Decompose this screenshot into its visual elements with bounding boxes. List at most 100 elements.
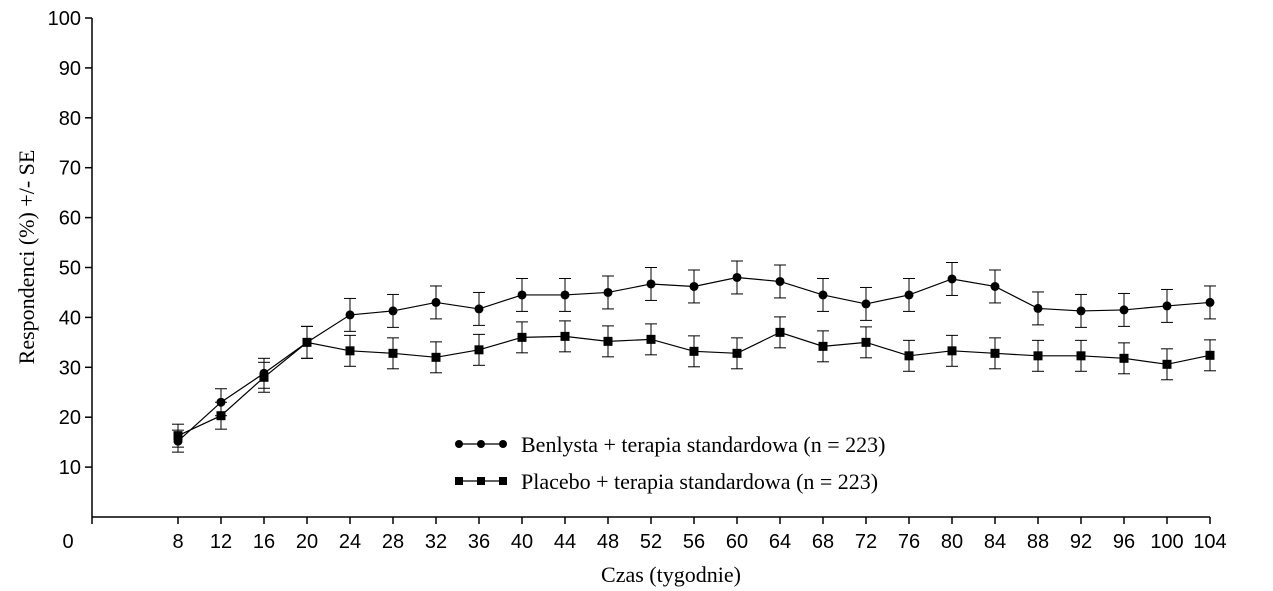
x-tick-label: 96 — [1113, 531, 1135, 553]
legend-marker — [477, 477, 485, 485]
data-point — [818, 341, 828, 351]
x-tick-label: 76 — [898, 531, 920, 553]
legend-label-placebo: Placebo + terapia standardowa (n = 223) — [521, 469, 878, 494]
legend-item-benlysta: Benlysta + terapia standardowa (n = 223) — [455, 432, 885, 457]
data-point — [216, 411, 226, 421]
legend-marker — [455, 440, 463, 448]
x-tick-label: 56 — [683, 531, 705, 553]
x-tick-label: 44 — [554, 531, 576, 553]
data-point — [1205, 350, 1215, 360]
data-point — [517, 290, 527, 300]
data-point — [1033, 351, 1043, 361]
x-tick-label: 72 — [855, 531, 877, 553]
x-tick-label: 92 — [1070, 531, 1092, 553]
data-point — [732, 272, 742, 282]
x-tick-label: 32 — [425, 531, 447, 553]
y-tick-label: 90 — [59, 58, 81, 80]
legend-marker — [455, 477, 463, 485]
x-tick-label: 20 — [296, 531, 318, 553]
y-tick-label: 100 — [48, 8, 81, 30]
data-point — [603, 287, 613, 297]
data-point — [1205, 297, 1215, 307]
x-axis-title: Czas (tygodnie) — [601, 562, 741, 587]
data-point — [1076, 351, 1086, 361]
x-tick-label: 36 — [468, 531, 490, 553]
data-point — [1076, 306, 1086, 316]
data-point — [345, 346, 355, 356]
data-point — [388, 306, 398, 316]
y-tick-label: 20 — [59, 407, 81, 429]
data-point — [689, 281, 699, 291]
x-tick-label: 88 — [1027, 531, 1049, 553]
data-point — [345, 310, 355, 320]
data-point — [1033, 303, 1043, 313]
data-point — [560, 290, 570, 300]
data-point — [1119, 305, 1129, 315]
data-point — [388, 348, 398, 358]
y-tick-label: 40 — [59, 307, 81, 329]
data-point — [517, 332, 527, 342]
legend-label-benlysta: Benlysta + terapia standardowa (n = 223) — [521, 432, 885, 457]
x-tick-label: 52 — [640, 531, 662, 553]
x-tick-label: 84 — [984, 531, 1006, 553]
data-point — [646, 279, 656, 289]
x-tick-label: 64 — [769, 531, 791, 553]
x-tick-label: 28 — [382, 531, 404, 553]
data-point — [904, 351, 914, 361]
legend-marker — [499, 440, 507, 448]
y-tick-label: 80 — [59, 108, 81, 130]
data-point — [646, 334, 656, 344]
data-point — [861, 299, 871, 309]
data-point — [560, 331, 570, 341]
x-tick-label: 100 — [1150, 531, 1183, 553]
data-point — [689, 346, 699, 356]
x-tick-label: 104 — [1193, 531, 1226, 553]
data-point — [431, 297, 441, 307]
series-placebo — [172, 316, 1216, 448]
x-tick-label: 80 — [941, 531, 963, 553]
y-tick-label: 10 — [59, 457, 81, 479]
legend: Benlysta + terapia standardowa (n = 223)… — [455, 432, 885, 494]
data-point — [775, 276, 785, 286]
data-point — [947, 274, 957, 284]
data-point — [259, 372, 269, 382]
x-tick-label: 48 — [597, 531, 619, 553]
data-point — [1119, 353, 1129, 363]
data-point — [861, 337, 871, 347]
series-benlysta — [172, 260, 1216, 453]
data-point — [947, 346, 957, 356]
x-tick-label: 68 — [812, 531, 834, 553]
x-tick-label: 16 — [253, 531, 275, 553]
x-tick-label: 60 — [726, 531, 748, 553]
x-tick-label: 24 — [339, 531, 361, 553]
data-point — [818, 290, 828, 300]
legend-marker — [499, 477, 507, 485]
y-tick-label: 70 — [59, 158, 81, 180]
x-tick-label: 8 — [172, 531, 183, 553]
data-point — [1162, 359, 1172, 369]
axes: 10 20 30 40 50 60 70 80 90 100 0 8 12 16 20 24 28 32 36 40 4… — [48, 8, 1227, 553]
y-tick-label: 60 — [59, 208, 81, 230]
data-point — [173, 431, 183, 441]
data-point — [990, 348, 1000, 358]
data-point — [904, 290, 914, 300]
x-tick-label: 12 — [210, 531, 232, 553]
data-point — [474, 345, 484, 355]
x-tick-label: 40 — [511, 531, 533, 553]
x-tick-label: 0 — [62, 531, 73, 553]
data-point — [775, 327, 785, 337]
data-point — [603, 336, 613, 346]
data-point — [431, 352, 441, 362]
data-point — [732, 348, 742, 358]
data-point — [990, 281, 1000, 291]
y-tick-label: 30 — [59, 357, 81, 379]
y-axis-title: Respondenci (%) +/- SE — [14, 150, 39, 365]
plot-area — [172, 260, 1216, 453]
y-tick-label: 50 — [59, 258, 81, 280]
data-point — [302, 337, 312, 347]
legend-marker — [477, 440, 485, 448]
data-point — [1162, 301, 1172, 311]
data-point — [474, 304, 484, 314]
legend-item-placebo: Placebo + terapia standardowa (n = 223) — [455, 469, 878, 494]
